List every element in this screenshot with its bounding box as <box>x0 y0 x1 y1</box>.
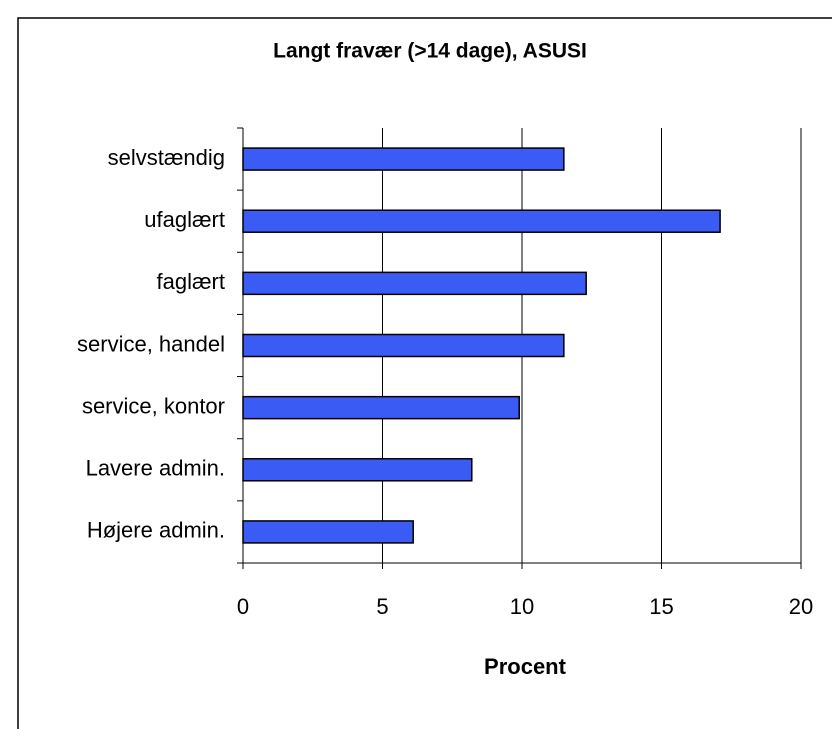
y-tick-label: faglært <box>157 269 225 294</box>
y-tick-label: service, kontor <box>82 393 225 418</box>
chart-border <box>17 17 832 729</box>
x-axis-label: Procent <box>484 654 567 679</box>
x-tick-label: 0 <box>237 594 249 619</box>
bar <box>242 271 587 296</box>
y-tick-label: Lavere admin. <box>86 456 225 481</box>
y-tick-label: ufaglært <box>144 207 225 232</box>
x-tick-label: 15 <box>649 594 673 619</box>
x-tick-label: 10 <box>510 594 534 619</box>
x-tick-label: 5 <box>376 594 388 619</box>
chart-title: Langt fravær (>14 dage), ASUSI <box>273 40 587 63</box>
bar <box>242 395 520 420</box>
bar <box>242 209 721 233</box>
y-tick-label: service, handel <box>77 331 225 356</box>
bar <box>242 458 473 482</box>
bar <box>242 333 565 358</box>
bar <box>242 520 414 544</box>
y-tick-label: Højere admin. <box>87 518 225 543</box>
y-tick-label: selvstændig <box>108 145 225 170</box>
x-tick-label: 20 <box>789 594 813 619</box>
bar <box>242 147 565 171</box>
